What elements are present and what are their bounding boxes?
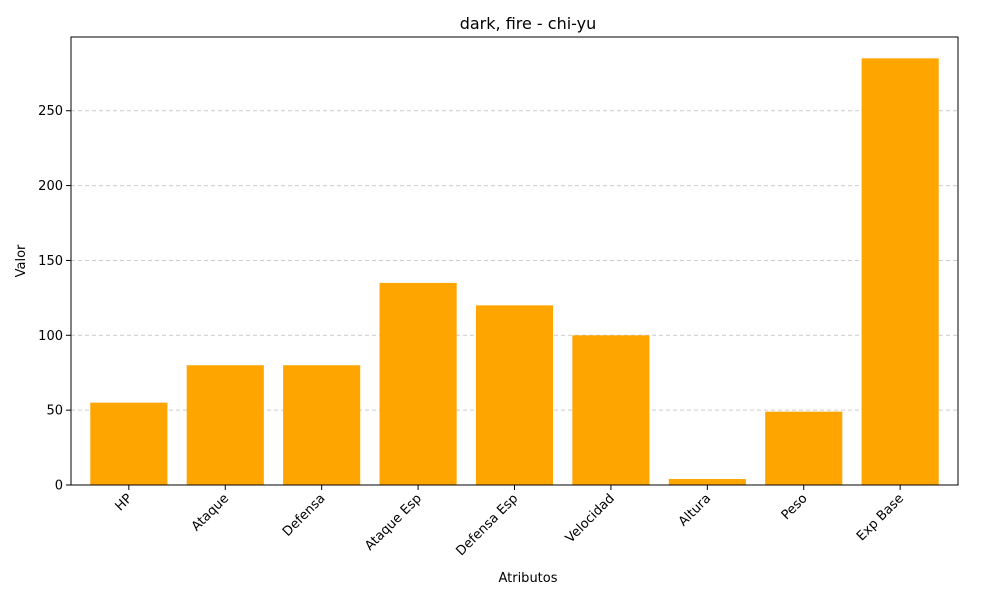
x-axis: HP Ataque Defensa Ataque Esp Defensa Esp Velo… [113, 485, 907, 559]
chart-title: dark, fire - chi-yu [460, 14, 597, 33]
y-tick-label: 100 [38, 329, 63, 344]
bar-ataque-esp [379, 282, 457, 485]
x-tick-label: HP [113, 491, 136, 514]
bar-altura [668, 479, 746, 485]
y-axis-label: Valor [14, 244, 29, 277]
x-tick-label: Altura [676, 491, 714, 529]
bar-ataque [186, 365, 264, 485]
y-tick-label: 250 [38, 104, 63, 119]
y-tick-label: 50 [46, 404, 63, 419]
bar-peso [765, 411, 843, 485]
y-axis: 0 50 100 150 200 250 [38, 104, 71, 494]
x-tick-label: Defensa Esp [453, 491, 521, 559]
bar-defensa [283, 365, 361, 485]
bars [90, 58, 939, 485]
bar-hp [90, 402, 168, 485]
x-tick-label: Ataque [189, 491, 232, 534]
x-tick-label: Velocidad [563, 491, 618, 546]
x-tick-label: Exp Base [854, 491, 907, 544]
x-tick-label: Ataque Esp [362, 491, 425, 554]
x-axis-label: Atributos [498, 571, 557, 586]
x-tick-label: Peso [779, 491, 811, 523]
y-tick-label: 200 [38, 179, 63, 194]
x-tick-label: Defensa [280, 491, 328, 539]
bar-velocidad [572, 335, 650, 485]
bar-exp-base [861, 58, 939, 485]
y-tick-label: 150 [38, 254, 63, 269]
y-tick-label: 0 [55, 479, 63, 494]
bar-defensa-esp [475, 305, 554, 485]
